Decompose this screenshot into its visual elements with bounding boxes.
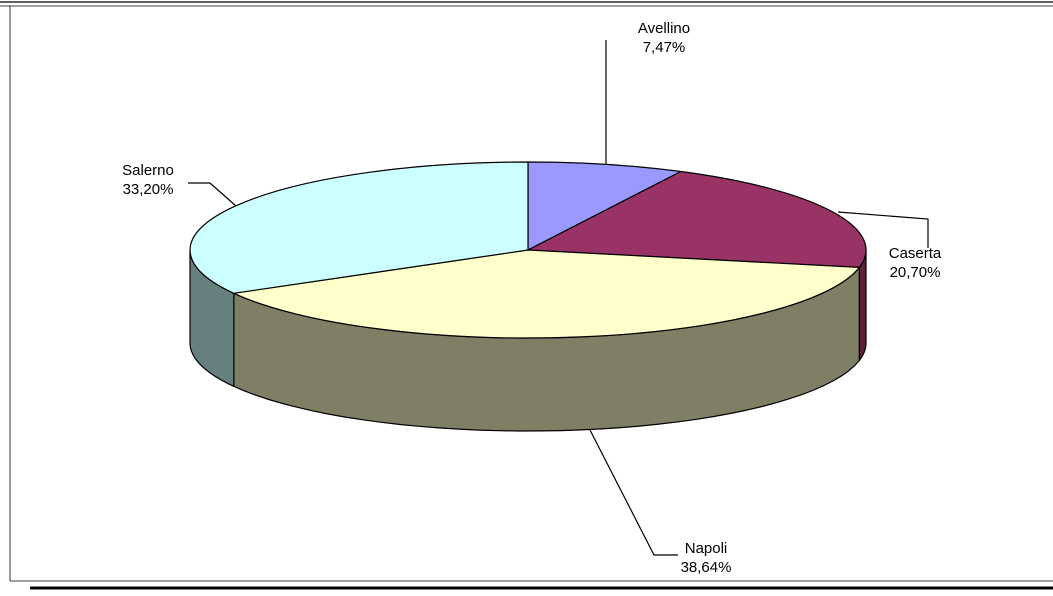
data-label-name-napoli: Napoli — [685, 540, 728, 557]
leader-line-caserta — [837, 211, 929, 248]
data-labels: Avellino 7,47% Caserta 20,70% Napoli 38,64% Sa… — [122, 20, 942, 576]
data-label-name-caserta: Caserta — [889, 245, 942, 262]
leader-line-salerno — [188, 182, 237, 207]
data-label-value-salerno: 33,20% — [123, 181, 174, 198]
leader-lines — [188, 40, 929, 556]
data-label-value-avellino: 7,47% — [643, 39, 686, 56]
data-label-value-caserta: 20,70% — [890, 264, 941, 281]
slice-top-caserta — [527, 170, 867, 268]
slice-top-napoli — [233, 249, 860, 339]
slice-top-avellino — [527, 161, 682, 251]
data-label-name-avellino: Avellino — [638, 20, 690, 37]
data-label-value-napoli: 38,64% — [681, 559, 732, 576]
data-label-name-salerno: Salerno — [122, 162, 174, 179]
pie-tops — [189, 161, 867, 339]
leader-line-napoli — [589, 429, 678, 556]
